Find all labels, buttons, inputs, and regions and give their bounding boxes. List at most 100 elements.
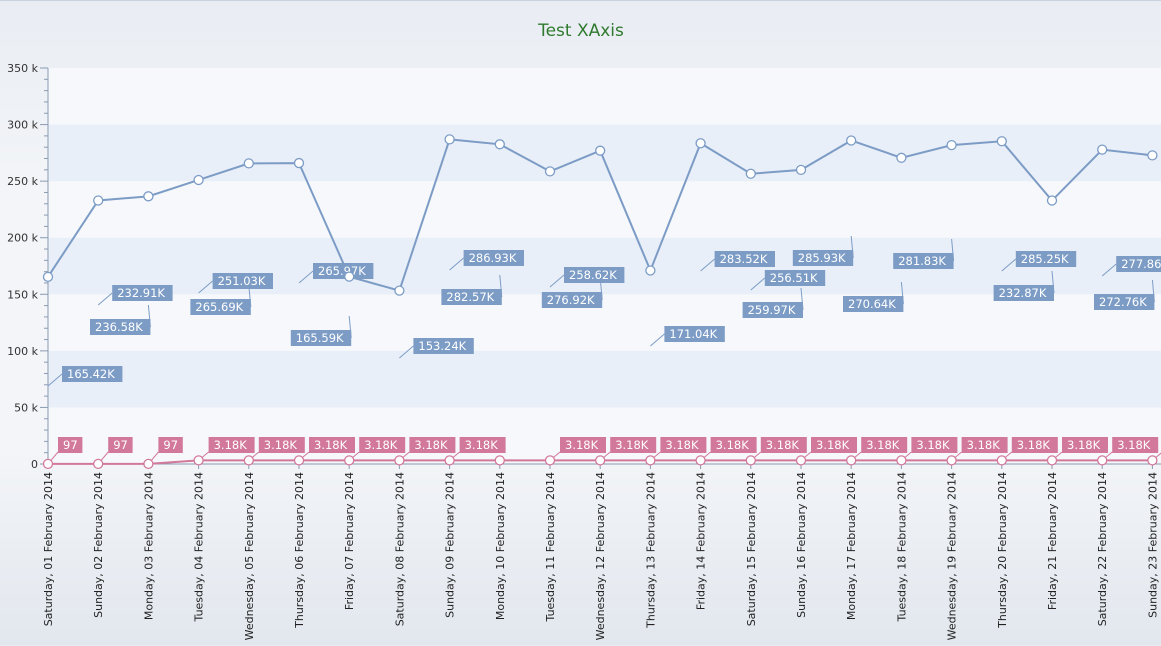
- data-label-text: 3.18K: [665, 438, 699, 452]
- data-label-box: [108, 437, 133, 453]
- data-point: [544, 455, 556, 466]
- data-label-text: 3.18K: [364, 438, 398, 452]
- data-point: [544, 166, 556, 177]
- data-label-text: 97: [113, 438, 128, 452]
- x-tick-label: Wednesday, 05 February 2014: [243, 472, 256, 640]
- x-tick-label: Thursday, 20 February 2014: [996, 472, 1009, 629]
- data-point: [595, 455, 606, 466]
- data-label-text: 3.18K: [314, 438, 348, 452]
- data-label-text: 165.59K: [296, 331, 344, 345]
- y-axis: 0 50 k 100 k 150 k 200 k 250 k 300 k 350 k: [7, 62, 49, 471]
- data-point: [745, 168, 756, 179]
- x-tick-label: Monday, 10 February 2014: [494, 472, 507, 620]
- data-point: [946, 455, 957, 466]
- data-point: [193, 455, 204, 466]
- data-label-text: 276.92K: [547, 293, 595, 307]
- data-label-box: [843, 296, 904, 312]
- data-label: 3.18K: [459, 437, 506, 453]
- grid-band: [48, 68, 1161, 125]
- data-label-leader: [47, 373, 63, 387]
- data-label-leader: [700, 258, 715, 272]
- data-label-box: [961, 437, 1008, 453]
- data-label: 165.59K: [290, 330, 352, 346]
- x-tick-label: Friday, 21 February 2014: [1046, 472, 1059, 610]
- data-label-text: 272.76K: [1099, 295, 1147, 309]
- data-label-box: [313, 263, 374, 279]
- data-label-box: [993, 285, 1054, 301]
- data-point: [595, 145, 606, 156]
- data-point: [896, 152, 907, 163]
- grid-bands: [48, 68, 1161, 464]
- data-label-text: 3.18K: [264, 438, 298, 452]
- data-label-text: 3.18K: [214, 438, 248, 452]
- data-point: [1147, 150, 1158, 161]
- data-label-box: [359, 437, 406, 453]
- data-point: [344, 455, 355, 466]
- grid-band: [48, 407, 1161, 464]
- x-tick-label: Saturday, 22 February 2014: [1096, 472, 1109, 626]
- data-label: 97: [158, 437, 183, 453]
- data-label-leader: [1101, 263, 1117, 277]
- data-label: 265.97K: [313, 263, 374, 279]
- x-tick-label: Sunday, 23 February 2014: [1146, 472, 1159, 618]
- data-label-box: [564, 267, 625, 283]
- data-label: 3.18K: [1011, 437, 1058, 453]
- data-label-text: 282.57K: [446, 290, 494, 304]
- chart-title: Test XAxis: [537, 21, 624, 41]
- data-point: [243, 158, 254, 169]
- data-label: 3.18K: [409, 437, 456, 453]
- y-tick-label: 100 k: [7, 345, 38, 358]
- data-point: [42, 271, 54, 282]
- x-tick-label: Wednesday, 12 February 2014: [594, 472, 607, 640]
- data-label: 97: [108, 437, 133, 453]
- data-point: [695, 138, 706, 149]
- data-label: 3.18K: [560, 437, 606, 453]
- data-label-box: [660, 437, 707, 453]
- x-tick-label: Sunday, 09 February 2014: [444, 472, 457, 618]
- y-tick-label: 0: [31, 458, 38, 471]
- data-label-box: [760, 437, 807, 453]
- data-label: 256.51K: [764, 270, 826, 286]
- data-label-leader: [198, 280, 213, 294]
- data-point: [143, 191, 154, 202]
- y-tick-label: 250 k: [7, 175, 38, 188]
- data-label: 3.18K: [1112, 437, 1159, 453]
- data-point: [494, 455, 505, 466]
- data-point: [1097, 455, 1108, 466]
- data-point: [1147, 455, 1158, 466]
- data-label: 153.24K: [413, 338, 474, 354]
- data-point: [344, 271, 355, 282]
- data-label: 259.97K: [742, 302, 803, 318]
- x-tick-label: Thursday, 06 February 2014: [293, 472, 306, 629]
- data-label: 272.76K: [1094, 294, 1155, 310]
- data-label-leader: [1001, 258, 1017, 272]
- data-point: [93, 195, 104, 206]
- data-point: [745, 455, 756, 466]
- data-label-box: [742, 302, 803, 318]
- data-label-box: [610, 437, 657, 453]
- data-label-text: 265.97K: [318, 264, 366, 278]
- data-point: [193, 174, 204, 186]
- data-label-box: [309, 437, 355, 453]
- data-point: [846, 135, 857, 146]
- data-label-text: 285.93K: [798, 251, 846, 265]
- data-label-box: [290, 330, 352, 346]
- data-label: 171.04K: [664, 326, 725, 342]
- data-label-text: 283.52K: [720, 252, 768, 266]
- data-label-box: [560, 437, 606, 453]
- data-label-box: [764, 270, 826, 286]
- data-label: 3.18K: [359, 437, 406, 453]
- data-labels: 165.42K 232.91K 236.58K 251.03K 265.69K 265.9…: [47, 235, 1161, 465]
- data-label-box: [208, 437, 255, 453]
- data-label-text: 97: [163, 438, 178, 452]
- data-point: [444, 134, 455, 145]
- data-label: 3.18K: [710, 437, 757, 453]
- x-tick-label: Wednesday, 19 February 2014: [946, 472, 959, 640]
- data-label-text: 153.24K: [418, 339, 466, 353]
- x-tick-label: Thursday, 13 February 2014: [644, 472, 657, 629]
- data-label: 3.18K: [610, 437, 657, 453]
- data-point: [1097, 144, 1108, 155]
- data-label-box: [710, 437, 757, 453]
- data-label-text: 3.18K: [615, 438, 649, 452]
